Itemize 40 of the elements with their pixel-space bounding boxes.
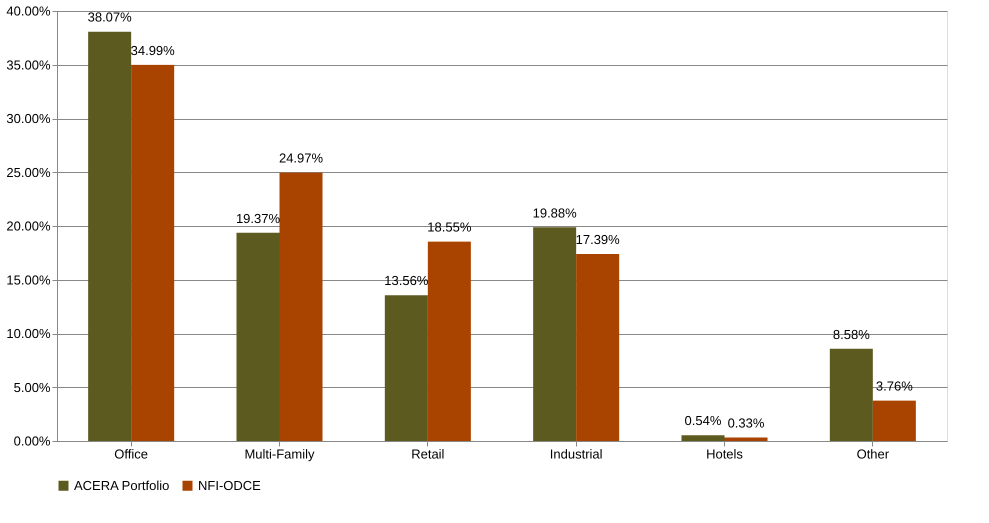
bar: [236, 232, 280, 441]
bar: [384, 295, 428, 441]
bar: [88, 32, 132, 441]
data-label: 17.39%: [576, 232, 620, 248]
data-label: 3.76%: [876, 378, 914, 394]
y-tick-label: 40.00%: [6, 4, 51, 18]
y-tick-label: 15.00%: [6, 272, 51, 288]
data-label: 19.88%: [532, 205, 578, 220]
legend-label: NFI-ODCE: [198, 478, 262, 493]
data-label: 18.55%: [427, 220, 472, 235]
bar: [131, 64, 174, 441]
x-tick-label: Retail: [411, 446, 445, 462]
bar: [681, 435, 724, 441]
x-tick-label: Office: [114, 446, 148, 462]
bar: [724, 437, 768, 441]
bar: [533, 227, 576, 441]
bar: [576, 254, 620, 441]
data-label: 24.97%: [278, 150, 324, 166]
x-tick-label: Other: [856, 446, 890, 462]
y-tick-label: 20.00%: [6, 218, 51, 234]
data-label: 13.56%: [384, 273, 429, 288]
bar: [428, 242, 471, 441]
y-tick-label: 30.00%: [6, 111, 51, 126]
x-tick-label: Industrial: [550, 446, 603, 462]
y-tick-label: 35.00%: [6, 57, 51, 72]
bar: [280, 172, 323, 441]
data-label: 0.54%: [684, 413, 722, 428]
bar: [830, 348, 873, 441]
y-tick-label: 10.00%: [6, 326, 51, 341]
x-tick-label: Multi-Family: [244, 446, 316, 462]
data-label: 0.33%: [728, 415, 765, 430]
y-tick-label: 5.00%: [14, 380, 51, 395]
data-label: 34.99%: [130, 42, 176, 58]
bar: [872, 400, 916, 441]
legend-label: ACERA Portfolio: [74, 478, 170, 493]
y-tick-label: 25.00%: [6, 164, 51, 180]
data-label: 8.58%: [832, 326, 870, 342]
x-tick-label: Hotels: [706, 446, 744, 462]
y-tick-label: 0.00%: [14, 434, 51, 448]
data-label: 38.07%: [88, 10, 132, 25]
